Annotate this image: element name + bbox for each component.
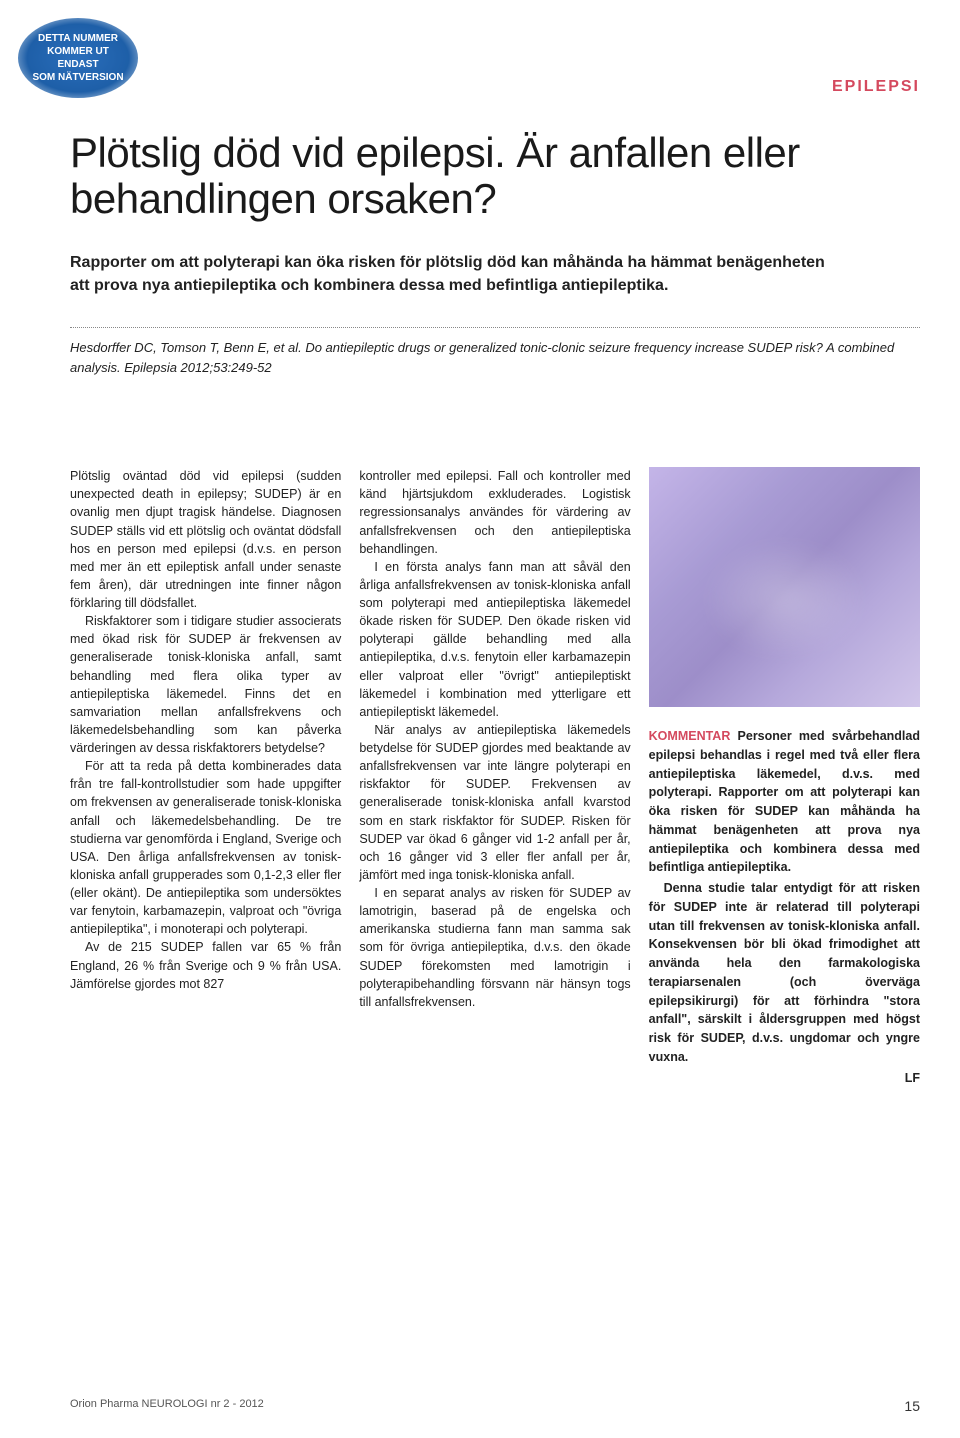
article-image — [649, 467, 920, 707]
badge-line1: DETTA NUMMER — [38, 33, 118, 44]
column-3: KOMMENTAR Personer med svårbehandlad epi… — [649, 727, 920, 1087]
article-intro: Rapporter om att polyterapi kan öka risk… — [70, 252, 830, 297]
col1-p1: Plötslig oväntad död vid epilepsi (sudde… — [70, 467, 341, 612]
column-1: Plötslig oväntad död vid epilepsi (sudde… — [70, 467, 341, 993]
issue-badge: DETTA NUMMER KOMMER UT ENDAST SOM NÄTVER… — [18, 18, 138, 98]
commentary-label: KOMMENTAR — [649, 729, 731, 743]
col2-p2: I en första analys fann man att såväl de… — [359, 558, 630, 721]
commentary-block: KOMMENTAR Personer med svårbehandlad epi… — [649, 727, 920, 1087]
col2-p1: kontroller med epilepsi. Fall och kontro… — [359, 467, 630, 558]
commentary-p1-text: Personer med svårbehandlad epilepsi beha… — [649, 729, 920, 874]
article-title: Plötslig död vid epilepsi. Är anfallen e… — [70, 130, 920, 222]
footer-journal: Orion Pharma NEUROLOGI nr 2 - 2012 — [70, 1398, 264, 1414]
col2-p4: I en separat analys av risken för SUDEP … — [359, 884, 630, 1011]
divider — [70, 327, 920, 328]
section-label: EPILEPSI — [832, 78, 920, 96]
badge-line3: SOM NÄTVERSION — [32, 72, 123, 83]
col1-p3: För att ta reda på detta kombinerades da… — [70, 757, 341, 938]
col1-p2: Riskfaktorer som i tidigare studier asso… — [70, 612, 341, 757]
commentary-p2: Denna studie talar entydigt för att risk… — [649, 879, 920, 1067]
commentary-signature: LF — [649, 1069, 920, 1088]
col2-p3: När analys av antiepileptiska läkemedels… — [359, 721, 630, 884]
badge-line2: KOMMER UT ENDAST — [47, 46, 109, 70]
commentary-p1: KOMMENTAR Personer med svårbehandlad epi… — [649, 727, 920, 877]
col1-p4: Av de 215 SUDEP fallen var 65 % från Eng… — [70, 938, 341, 992]
article-content: Plötslig död vid epilepsi. Är anfallen e… — [70, 130, 920, 1087]
article-columns: Plötslig oväntad död vid epilepsi (sudde… — [70, 467, 920, 1087]
column-2: kontroller med epilepsi. Fall och kontro… — [359, 467, 630, 1011]
citation: Hesdorffer DC, Tomson T, Benn E, et al. … — [70, 338, 920, 377]
page-footer: Orion Pharma NEUROLOGI nr 2 - 2012 15 — [70, 1398, 920, 1414]
badge-text: DETTA NUMMER KOMMER UT ENDAST SOM NÄTVER… — [26, 32, 130, 84]
page-number: 15 — [904, 1398, 920, 1414]
